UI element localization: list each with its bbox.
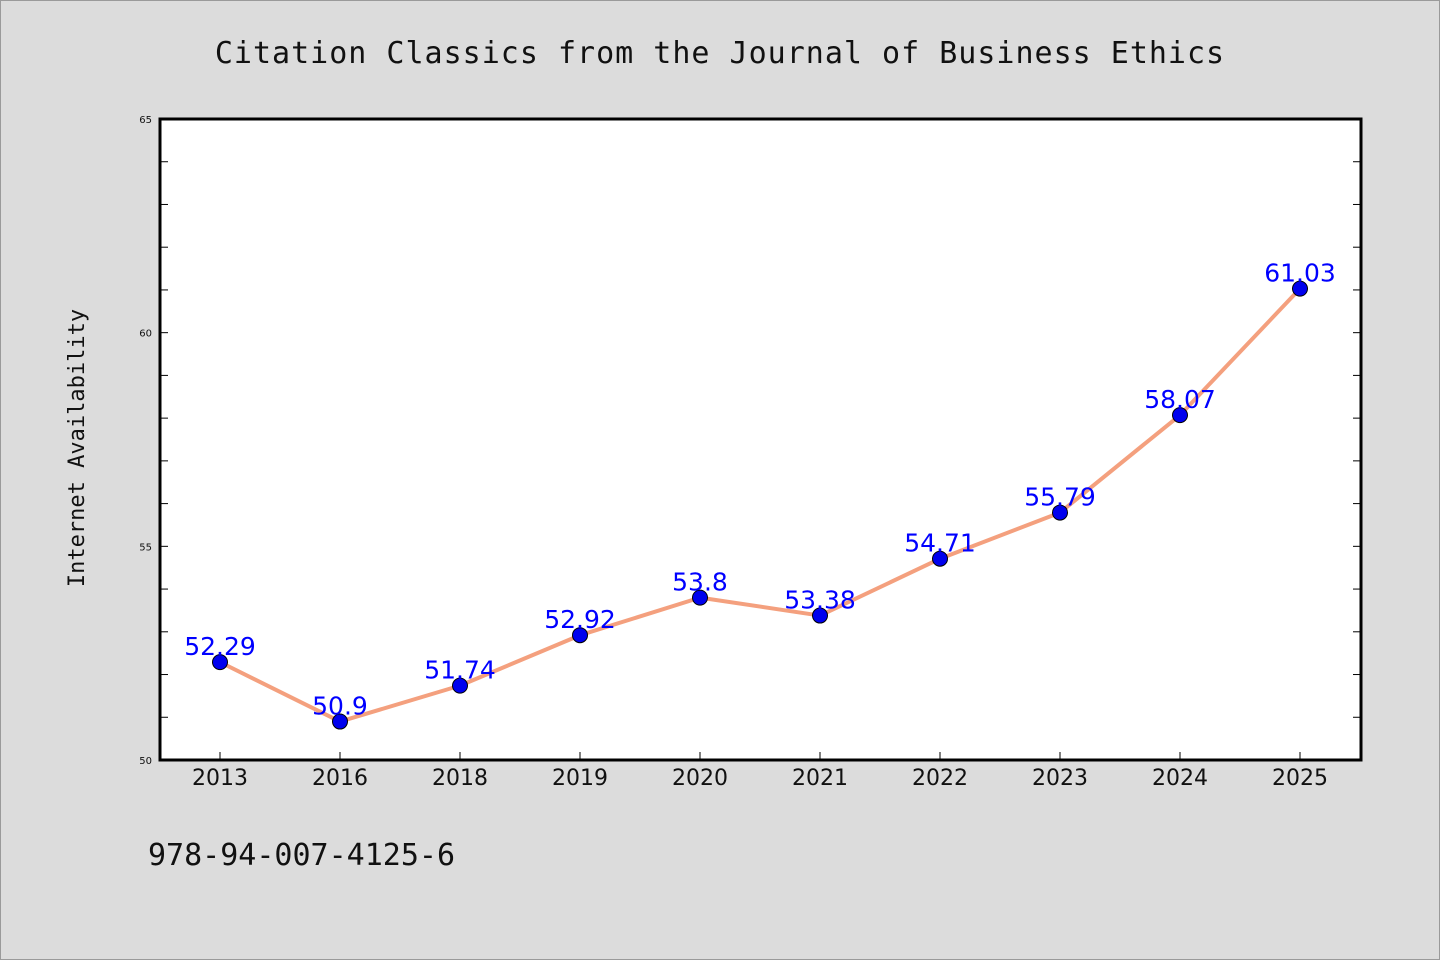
x-tick-label: 2020 <box>672 766 728 791</box>
data-label: 51.74 <box>424 656 496 685</box>
data-labels-layer: 52.29 50.9 51.74 52.92 53.8 53.38 54.71 55.79 58… <box>184 259 1336 721</box>
series-layer <box>212 280 1308 730</box>
data-point <box>932 550 948 567</box>
y-tick-label: 65 <box>139 115 152 126</box>
data-point <box>1292 280 1308 297</box>
data-point <box>572 627 588 644</box>
data-label: 58.07 <box>1144 385 1216 414</box>
x-tick-label: 2022 <box>912 766 968 791</box>
data-point <box>812 607 828 624</box>
data-label: 50.9 <box>312 692 368 721</box>
y-axis-label: Internet Availability <box>65 309 90 587</box>
y-tick-label: 50 <box>139 756 152 767</box>
y-tick-label: 55 <box>139 542 152 553</box>
x-tick-label: 2016 <box>312 766 368 791</box>
x-tick-label: 2019 <box>552 766 608 791</box>
x-tick-label: 2018 <box>432 766 488 791</box>
plot-area <box>158 117 1363 762</box>
data-label: 52.29 <box>184 632 256 661</box>
data-point <box>212 654 228 671</box>
x-tick-label: 2025 <box>1272 766 1328 791</box>
y-tick-label: 60 <box>139 329 152 340</box>
data-label: 61.03 <box>1264 259 1336 288</box>
y-axis-ticks: 50 55 60 65 <box>139 115 1362 767</box>
data-point <box>452 677 468 694</box>
footer-code: 978-94-007-4125-6 <box>148 838 455 873</box>
x-tick-label: 2024 <box>1152 766 1208 791</box>
data-label: 53.38 <box>784 586 856 615</box>
data-point <box>1172 407 1188 424</box>
x-tick-label: 2013 <box>192 766 248 791</box>
data-label: 52.92 <box>544 605 616 634</box>
data-point <box>332 713 348 730</box>
data-label: 55.79 <box>1024 483 1096 512</box>
data-label: 54.71 <box>904 529 976 558</box>
x-axis-ticks: 2013 2016 2018 2019 2020 2021 2022 2023 2024 2025 <box>192 752 1328 791</box>
x-tick-label: 2021 <box>792 766 848 791</box>
chart-title: Citation Classics from the Journal of Bu… <box>215 36 1225 71</box>
data-label: 53.8 <box>672 568 728 597</box>
data-point <box>1052 504 1068 521</box>
x-tick-label: 2023 <box>1032 766 1088 791</box>
data-point <box>692 589 708 606</box>
series-line <box>218 286 1302 724</box>
